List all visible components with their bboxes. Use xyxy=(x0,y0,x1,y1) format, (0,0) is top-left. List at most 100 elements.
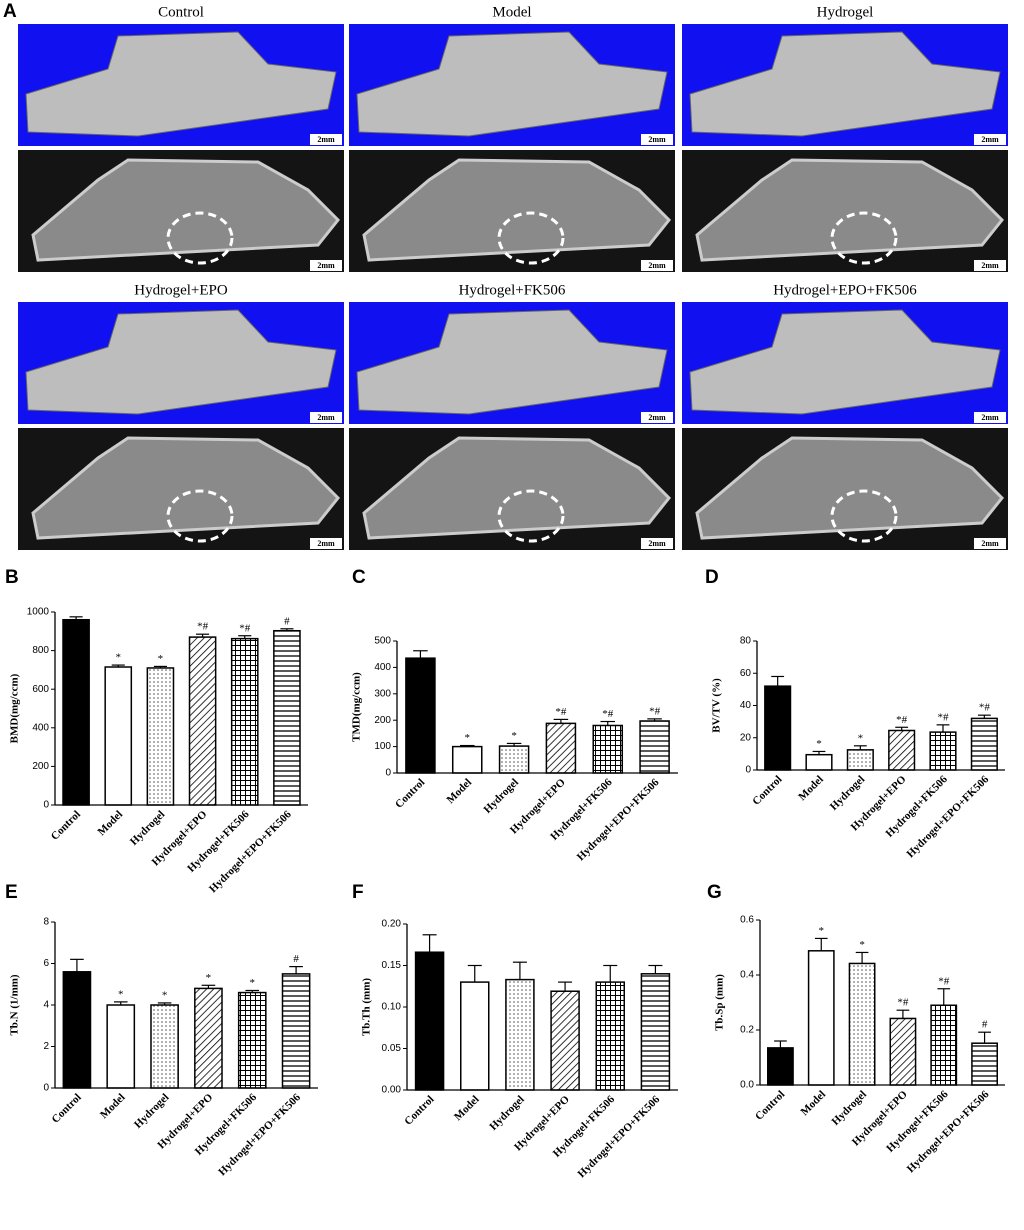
bar xyxy=(767,1047,794,1086)
x-tick-label: Hydrogel+EPO+FK506 xyxy=(576,1093,663,1180)
bar xyxy=(805,753,833,771)
significance-mark: * xyxy=(819,925,825,937)
ct-section xyxy=(695,158,1005,262)
x-tick-label: Hydrogel xyxy=(487,1093,526,1132)
y-tick-label: 0.0 xyxy=(740,1080,754,1091)
bar xyxy=(848,962,876,1086)
bar xyxy=(545,722,577,774)
bar xyxy=(106,1004,136,1089)
significance-mark: # xyxy=(982,1019,988,1031)
ct-section xyxy=(31,436,341,540)
bar xyxy=(889,1017,917,1086)
y-tick-label: 800 xyxy=(32,645,49,656)
bar xyxy=(451,745,483,774)
significance-mark: *# xyxy=(897,997,909,1009)
bar xyxy=(930,1004,958,1086)
x-tick-label: Model xyxy=(95,808,125,838)
scale-bar-box xyxy=(974,260,1006,271)
x-tick-label: Hydrogel xyxy=(132,1091,171,1130)
panel-label: B xyxy=(5,567,19,588)
roi-circle xyxy=(830,211,898,265)
scale-bar-box xyxy=(310,260,342,271)
ct-section xyxy=(362,436,672,540)
bone-render xyxy=(356,309,668,415)
y-tick-label: 100 xyxy=(374,741,391,752)
panel-label: A xyxy=(3,1,17,22)
x-tick-label: Control xyxy=(750,773,784,807)
bone-render xyxy=(356,31,668,137)
bar xyxy=(888,729,916,771)
x-tick-label: Hydrogel xyxy=(830,1088,869,1127)
significance-mark: *# xyxy=(197,621,209,633)
scale-bar-box xyxy=(974,412,1006,423)
scale-bar-box xyxy=(641,134,673,145)
scale-bar-box xyxy=(974,538,1006,549)
x-tick-label: Hydrogel+EPO+FK506 xyxy=(905,1088,992,1175)
y-tick-label: 0.00 xyxy=(382,1085,402,1096)
ct-section xyxy=(31,158,341,262)
significance-mark: * xyxy=(206,972,212,984)
bar xyxy=(230,637,259,806)
y-axis-label: BMD(mg/ccm) xyxy=(9,673,21,743)
y-tick-label: 0 xyxy=(745,765,751,776)
bone-render xyxy=(689,31,1001,137)
x-tick-label: Hydrogel xyxy=(128,808,167,847)
bar xyxy=(459,981,490,1091)
y-tick-label: 2 xyxy=(43,1041,49,1052)
y-tick-label: 0.10 xyxy=(382,1002,402,1013)
y-tick-label: 8 xyxy=(43,917,49,928)
y-tick-label: 1000 xyxy=(27,607,50,618)
significance-mark: * xyxy=(816,738,822,750)
y-tick-label: 200 xyxy=(374,715,391,726)
x-tick-label: Model xyxy=(798,1088,828,1118)
bone-render xyxy=(25,309,337,415)
significance-mark: * xyxy=(511,730,517,742)
y-tick-label: 600 xyxy=(32,684,49,695)
y-tick-label: 0 xyxy=(43,800,49,811)
bar xyxy=(550,990,580,1091)
scale-bar: 2mm xyxy=(317,539,335,548)
scale-bar: 2mm xyxy=(648,261,666,270)
significance-mark: *# xyxy=(602,708,614,720)
y-tick-label: 0.20 xyxy=(382,919,402,930)
roi-circle xyxy=(497,211,565,265)
x-tick-label: Hydrogel+EPO+FK506 xyxy=(904,773,991,860)
y-tick-label: 20 xyxy=(740,732,752,743)
x-tick-label: Control xyxy=(402,1093,436,1127)
panel-label: D xyxy=(705,567,719,588)
y-tick-label: 200 xyxy=(32,761,49,772)
bone-render xyxy=(689,309,1001,415)
y-tick-label: 0.4 xyxy=(740,970,754,981)
bar xyxy=(498,745,530,774)
scale-bar: 2mm xyxy=(648,135,666,144)
bar xyxy=(273,629,301,806)
scale-bar: 2mm xyxy=(981,135,999,144)
bar xyxy=(505,978,535,1091)
significance-mark: *# xyxy=(555,706,567,718)
y-tick-label: 300 xyxy=(374,688,391,699)
bar xyxy=(640,973,671,1091)
y-tick-label: 400 xyxy=(374,662,391,673)
scale-bar: 2mm xyxy=(981,261,999,270)
scale-bar-box xyxy=(310,412,342,423)
y-tick-label: 0.2 xyxy=(740,1025,754,1036)
significance-mark: * xyxy=(465,732,471,744)
bar xyxy=(194,987,223,1089)
bar xyxy=(807,950,835,1086)
significance-mark: # xyxy=(293,953,299,965)
bar xyxy=(764,685,792,771)
significance-mark: *# xyxy=(239,622,251,634)
bar xyxy=(104,666,133,806)
y-tick-label: 0.15 xyxy=(382,960,402,971)
scale-bar: 2mm xyxy=(317,413,335,422)
y-axis-label: Tb.N (1/mm) xyxy=(9,974,21,1035)
panel-label: F xyxy=(352,882,364,903)
y-tick-label: 4 xyxy=(43,1000,49,1011)
scale-bar: 2mm xyxy=(981,413,999,422)
ct-section xyxy=(695,436,1005,540)
significance-mark: *# xyxy=(649,705,661,717)
group-title: Hydrogel+EPO xyxy=(134,282,228,298)
scale-bar-box xyxy=(641,538,673,549)
group-title: Hydrogel xyxy=(817,4,874,20)
y-tick-label: 6 xyxy=(43,958,49,969)
